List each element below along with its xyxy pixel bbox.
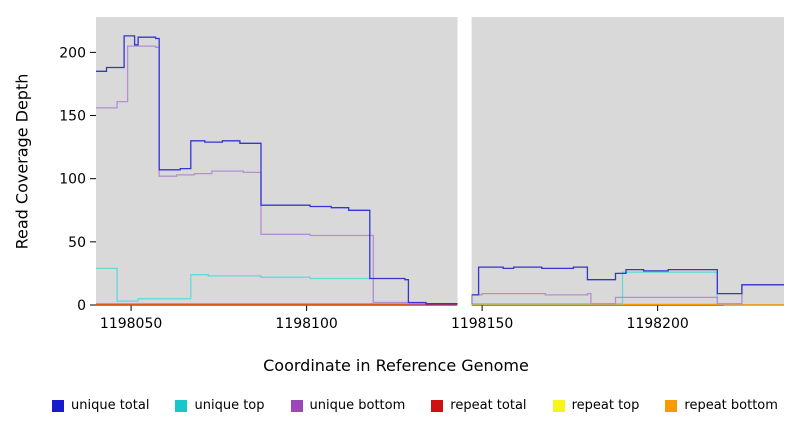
legend-label: repeat total: [450, 398, 527, 413]
plot-background: [96, 17, 784, 305]
y-tick-label: 0: [77, 298, 86, 314]
legend-swatch-unique-top: [175, 399, 188, 412]
y-tick-label: 150: [59, 109, 86, 125]
y-tick-label: 100: [59, 172, 86, 188]
x-tick-label: 1198200: [626, 316, 688, 332]
legend-swatch-unique-total: [52, 399, 64, 412]
legend-label: repeat top: [571, 398, 640, 413]
legend-item-repeat-total: repeat total: [431, 398, 527, 413]
x-axis-title: Coordinate in Reference Genome: [263, 356, 529, 375]
coverage-plot: 1198050 1198100 1198150 1198200 0 50 100 150 200: [59, 16, 784, 332]
legend-item-unique-top: unique top: [175, 398, 265, 413]
y-tick-label: 200: [59, 45, 86, 61]
coverage-gap-band: [457, 16, 472, 306]
legend-label: unique bottom: [309, 398, 406, 413]
x-tick-label: 1198050: [100, 316, 162, 332]
legend-swatch-repeat-top: [552, 399, 565, 412]
legend-item-repeat-top: repeat top: [552, 398, 640, 413]
legend-item-unique-total: unique total: [52, 398, 149, 413]
legend-label: unique total: [71, 398, 150, 413]
legend-item-unique-bottom: unique bottom: [290, 398, 406, 413]
y-axis-title: Read Coverage Depth: [12, 73, 32, 250]
x-tick-label: 1198100: [275, 316, 337, 332]
legend-swatch-repeat-total: [431, 399, 444, 412]
legend-label: unique top: [194, 398, 265, 413]
legend-item-repeat-bottom: repeat bottom: [665, 398, 778, 413]
legend: unique total unique top unique bottom repea…: [0, 398, 792, 413]
y-tick-label: 50: [68, 235, 86, 251]
legend-swatch-unique-bottom: [290, 399, 303, 412]
legend-swatch-repeat-bottom: [665, 399, 678, 412]
legend-label: repeat bottom: [684, 398, 778, 413]
x-tick-label: 1198150: [451, 316, 513, 332]
series-line-unique-total: [96, 35, 784, 305]
